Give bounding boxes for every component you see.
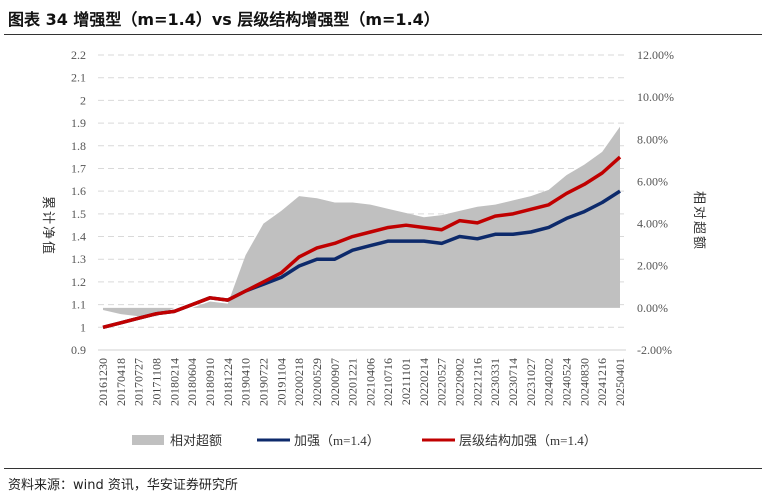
right-tick-label: 8.00% [637,132,668,146]
legend-label-enhanced: 加强（m=1.4） [294,433,380,448]
x-tick-label: 20180910 [203,358,217,406]
x-tick-label: 20220214 [417,358,431,406]
x-tick-label: 20170418 [114,358,128,406]
right-axis-ticks: -2.00% 0.00% 2.00% 4.00% 6.00% 8.00% 10.00% 12.… [637,48,674,357]
left-tick-label: 2.2 [71,48,86,62]
series-lines [102,155,622,330]
x-tick-label: 20211101 [399,358,413,405]
left-tick-label: 1.1 [71,298,86,312]
hierarchical-enhanced-line [102,155,622,330]
right-tick-label: 4.00% [637,217,668,231]
x-tick-label: 20201221 [346,358,360,406]
legend-label-hierarchical: 层级结构加强（m=1.4） [459,433,597,448]
x-tick-label: 20200907 [328,358,342,406]
right-tick-label: 0.00% [637,301,668,315]
title-divider [4,34,762,35]
x-tick-label: 20250401 [613,358,627,406]
left-tick-label: 1.4 [71,230,86,244]
left-tick-label: 1 [80,320,86,334]
right-tick-label: 6.00% [637,174,668,188]
legend: 相对超额 加强（m=1.4） 层级结构加强（m=1.4） [132,433,597,448]
source-note: 资料来源：wind 资讯，华安证券研究所 [8,478,238,493]
x-tick-label: 20231027 [524,358,538,406]
right-tick-label: 12.00% [637,48,674,62]
chart: 0.9 1 1.1 1.2 1.3 1.4 1.5 1.6 1.7 1.8 1.9 2 2.1 2.2 -… [41,48,707,448]
x-tick-label: 20210406 [363,358,377,406]
source-divider [4,468,762,469]
x-tick-label: 20191104 [274,358,288,406]
excess-area [103,126,620,317]
left-tick-label: 1.6 [71,184,86,198]
x-axis-ticks: 20161230 20170418 20170727 20171108 20180214… [96,358,627,406]
left-tick-label: 1.8 [71,139,86,153]
x-tick-label: 20161230 [96,358,110,406]
x-tick-label: 20230331 [488,358,502,406]
x-tick-label: 20190722 [256,358,270,406]
x-tick-label: 20181224 [221,358,235,406]
left-axis-ticks: 0.9 1 1.1 1.2 1.3 1.4 1.5 1.6 1.7 1.8 1.9 2 2.1 2.2 [71,48,86,357]
x-tick-label: 20200218 [292,358,306,406]
excess-area-fill [103,126,620,317]
left-tick-label: 0.9 [71,343,86,357]
x-tick-label: 20171108 [149,358,163,406]
x-tick-label: 20240830 [577,358,591,406]
right-tick-label: 10.00% [637,90,674,104]
left-tick-label: 1.5 [71,207,86,221]
left-tick-label: 1.3 [71,252,86,266]
x-tick-label: 20170727 [132,358,146,406]
x-tick-label: 20200529 [310,358,324,406]
x-tick-label: 20240524 [560,358,574,406]
left-tick-label: 1.2 [71,275,86,289]
x-tick-label: 20220527 [435,358,449,406]
x-tick-label: 20210716 [381,358,395,406]
right-tick-label: 2.00% [637,259,668,273]
right-tick-label: -2.00% [637,343,672,357]
x-tick-label: 20180604 [185,358,199,406]
x-tick-label: 20241216 [595,358,609,406]
x-tick-label: 20190410 [239,358,253,406]
legend-swatch-excess [132,435,164,445]
x-tick-label: 20240202 [542,358,556,406]
x-tick-label: 20230714 [506,358,520,406]
left-tick-label: 1.9 [71,116,86,130]
chart-title: 图表 34 增强型（m=1.4）vs 层级结构增强型（m=1.4） [8,10,440,29]
left-tick-label: 2.1 [71,71,86,85]
x-tick-label: 20180214 [167,358,181,406]
left-tick-label: 1.7 [71,161,86,175]
legend-label-excess: 相对超额 [170,433,222,448]
right-axis-label: 相对超额 [692,191,707,251]
left-axis-label: 累计净值 [41,196,56,256]
left-tick-label: 2 [80,93,86,107]
x-tick-label: 20220902 [453,358,467,406]
x-tick-label: 20221216 [470,358,484,406]
